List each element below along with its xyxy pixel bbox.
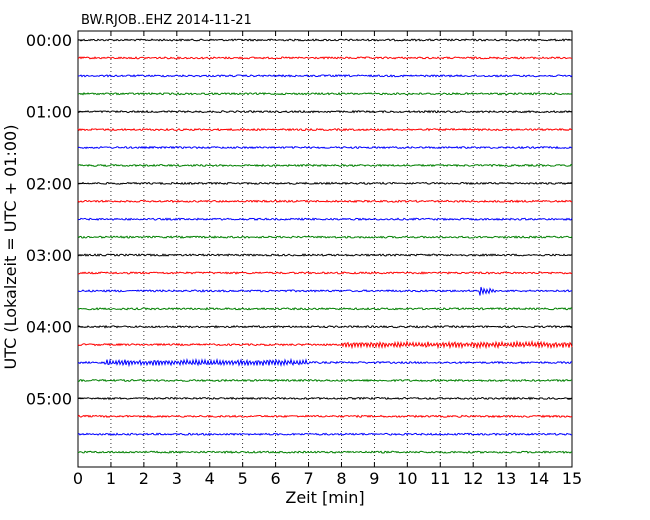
y-axis-label: UTC (Lokalzeit = UTC + 01:00)	[1, 125, 20, 370]
x-axis-label: Zeit [min]	[285, 488, 364, 507]
x-tick-label: 5	[238, 469, 248, 488]
y-tick-label: 01:00	[26, 103, 72, 122]
y-tick-label: 04:00	[26, 318, 72, 337]
trace-0200	[77, 181, 573, 186]
trace-0500	[77, 396, 573, 401]
trace-0330	[77, 286, 573, 296]
trace-0515	[77, 414, 573, 419]
trace-0245	[77, 235, 573, 239]
y-axis-ticks: 00:00 01:00 02:00 03:00 04:00 05:00	[26, 31, 572, 408]
trace-0145	[77, 163, 573, 168]
trace-0230	[77, 217, 573, 222]
trace-0045	[77, 91, 573, 96]
chart-title: BW.RJOB..EHZ 2014-11-21	[81, 13, 252, 28]
x-tick-label: 3	[172, 469, 182, 488]
x-tick-label: 2	[139, 469, 149, 488]
trace-0030	[77, 74, 573, 78]
trace-0215	[77, 199, 573, 204]
x-tick-label: 7	[303, 469, 313, 488]
y-tick-label: 02:00	[26, 174, 72, 193]
trace-0000	[77, 38, 573, 42]
x-tick-label: 12	[463, 469, 483, 488]
trace-0530	[77, 432, 573, 436]
x-tick-label: 10	[397, 469, 417, 488]
trace-0100	[77, 109, 573, 114]
trace-0430	[77, 357, 573, 368]
x-tick-label: 8	[336, 469, 346, 488]
trace-0545	[77, 450, 573, 454]
x-tick-label: 6	[271, 469, 281, 488]
trace-0445	[77, 378, 573, 383]
x-tick-label: 1	[106, 469, 116, 488]
x-tick-label: 11	[430, 469, 450, 488]
x-axis-ticks: 0 1 2 3 4 5 6 7 8 9 10 11 12 13 14 15	[73, 31, 582, 488]
trace-0315	[77, 271, 573, 275]
traces	[77, 38, 573, 454]
grid-lines	[110, 31, 540, 467]
x-tick-label: 9	[369, 469, 379, 488]
trace-0130	[77, 145, 573, 150]
plot-frame	[77, 30, 573, 468]
x-tick-label: 4	[205, 469, 215, 488]
trace-0015	[77, 56, 573, 60]
trace-0415	[77, 339, 573, 350]
trace-0300	[77, 253, 573, 257]
y-tick-label: 03:00	[26, 246, 72, 265]
x-tick-label: 13	[496, 469, 516, 488]
x-tick-label: 14	[529, 469, 549, 488]
trace-0115	[77, 127, 573, 132]
trace-0345	[77, 306, 573, 311]
y-tick-label: 05:00	[26, 389, 72, 408]
x-tick-label: 0	[73, 469, 83, 488]
y-tick-label: 00:00	[26, 31, 72, 50]
trace-0400	[77, 324, 573, 329]
x-tick-label: 15	[562, 469, 582, 488]
